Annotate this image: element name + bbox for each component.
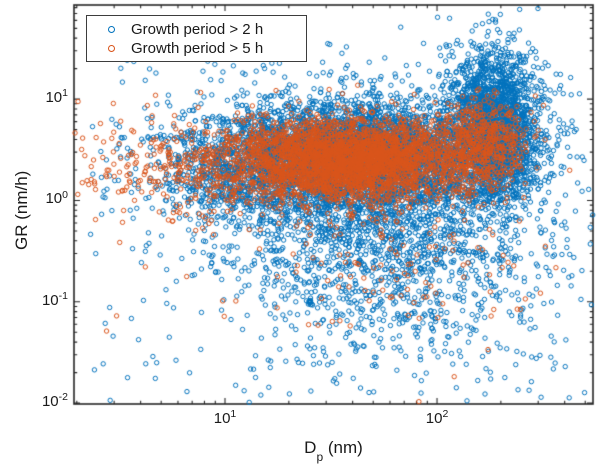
y-tick-label: 10-2: [41, 391, 68, 411]
x-axis-label-rest: (nm): [323, 438, 363, 457]
x-axis-label-main: D: [304, 438, 317, 457]
x-tick-label: 102: [425, 408, 449, 427]
legend-label: Growth period > 2 h: [131, 21, 264, 38]
legend-row-growth-2h: Growth period > 2 h: [87, 20, 306, 39]
y-tick-label: 101: [45, 87, 68, 107]
x-tick-label: 101: [213, 408, 237, 427]
y-axis-label: GR (nm/h): [12, 170, 31, 250]
y-tick-label: 100: [45, 188, 68, 208]
x-axis-label-sub: p: [316, 449, 324, 464]
legend-row-growth-5h: Growth period > 5 h: [87, 39, 306, 58]
legend-marker-orange-circle-icon: [108, 45, 115, 52]
legend-box: Growth period > 2 h Growth period > 5 h: [86, 15, 307, 62]
x-axis-label: Dp (nm): [74, 438, 593, 464]
legend-marker-blue-circle-icon: [108, 26, 115, 33]
legend-label: Growth period > 5 h: [131, 40, 264, 57]
y-tick-label: 10-1: [41, 290, 68, 309]
